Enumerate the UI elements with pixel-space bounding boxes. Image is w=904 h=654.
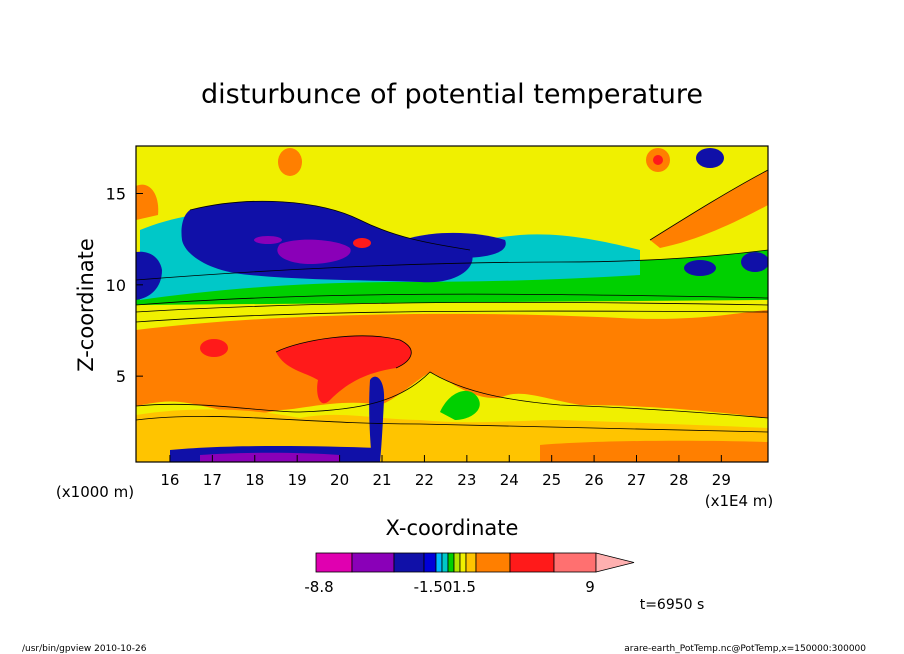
x-axis-label: X-coordinate: [386, 516, 519, 540]
footer-left: /usr/bin/gpview 2010-10-26: [22, 644, 147, 654]
colorbar-label: 1.5: [452, 578, 476, 596]
x-tick-label: 19: [288, 471, 307, 489]
coldest-floor: [200, 452, 340, 462]
cold-blob-west: [136, 251, 162, 300]
colorbar-swatch: [509, 552, 555, 573]
colorbar-extend-arrow: [595, 552, 635, 573]
hot-cell-west: [200, 339, 228, 357]
warm-streak-ne: [650, 170, 768, 248]
y-axis-ticks: 5 10 15: [106, 184, 143, 386]
colorbar-swatch: [475, 552, 511, 573]
contour-field: [136, 146, 768, 462]
x-tick-label: 26: [585, 471, 604, 489]
x-tick-label: 17: [203, 471, 222, 489]
green-cell-lower: [440, 390, 480, 420]
y-tick-label: 15: [106, 184, 126, 203]
cold-column: [369, 376, 385, 462]
x-unit-right: (x1E4 m): [705, 492, 774, 510]
x-unit-left: (x1000 m): [56, 483, 134, 501]
x-tick-label: 23: [457, 471, 476, 489]
colorbar-swatch: [315, 552, 353, 573]
x-tick-label: 21: [372, 471, 391, 489]
coldest-cell: [254, 236, 282, 244]
x-tick-label: 29: [712, 471, 731, 489]
x-axis-ticks: 16 17 18 19 20 21 22 23 24 25 26 27 28 29: [160, 455, 731, 489]
x-tick-label: 16: [160, 471, 179, 489]
colorbar-swatch: [393, 552, 425, 573]
hot-spot-upper: [353, 238, 371, 248]
hot-cell-upper: [653, 155, 663, 165]
colorbar-swatch: [453, 552, 461, 573]
colorbar-swatch: [351, 552, 395, 573]
y-tick-label: 10: [106, 276, 126, 295]
x-tick-label: 24: [500, 471, 519, 489]
cold-cell-1: [684, 260, 716, 276]
colorbar-swatch: [553, 552, 597, 573]
x-tick-label: 27: [627, 471, 646, 489]
colorbar-swatch: [435, 552, 443, 573]
x-tick-label: 18: [245, 471, 264, 489]
colorbar-swatch: [423, 552, 437, 573]
colorbar-swatch: [441, 552, 449, 573]
warm-floor-east: [540, 440, 768, 462]
colorbar-swatch: [447, 552, 455, 573]
colorbar-label: -8.8: [304, 578, 333, 596]
plot-frame: [135, 145, 769, 463]
cold-blob-east: [410, 232, 506, 258]
warm-cell-upper-1: [278, 148, 302, 176]
x-tick-label: 28: [669, 471, 688, 489]
coldest-blob: [277, 239, 351, 264]
warm-layer: [136, 310, 768, 418]
colorbar-label: 9: [585, 578, 595, 596]
x-tick-label: 25: [542, 471, 561, 489]
chart-title: disturbunce of potential temperature: [201, 79, 703, 110]
x-tick-label: 22: [415, 471, 434, 489]
cold-cell-2: [741, 252, 768, 272]
hot-core: [276, 335, 412, 404]
time-label: t=6950 s: [640, 597, 705, 613]
y-tick-label: 5: [116, 367, 126, 386]
footer-right: arare-earth_PotTemp.nc@PotTemp,x=150000:…: [624, 644, 866, 654]
cold-cell-upper: [696, 148, 724, 168]
colorbar-swatch: [465, 552, 477, 573]
colorbar-labels: -8.8 -1.50 1.5 9: [304, 578, 594, 596]
y-axis-label: Z-coordinate: [74, 238, 98, 372]
colorbar-swatch: [459, 552, 467, 573]
colorbar-label: -1.50: [414, 578, 453, 596]
colorbar: [315, 552, 635, 573]
x-tick-label: 20: [330, 471, 349, 489]
